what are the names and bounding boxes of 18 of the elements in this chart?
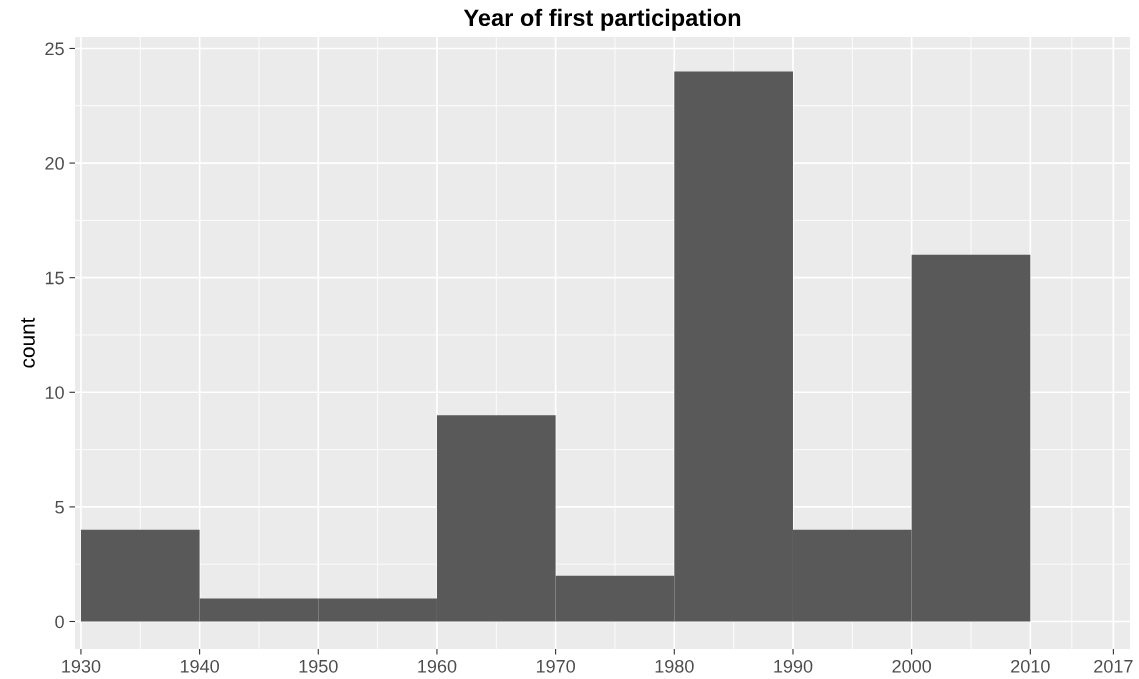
- x-tick-label: 1930: [62, 659, 101, 673]
- x-tick-label: 1940: [180, 659, 219, 673]
- x-tick-label: 1980: [655, 659, 694, 673]
- x-tick-label: 2017: [1094, 659, 1133, 673]
- y-tick-label: 0: [55, 615, 64, 629]
- chart-title: Year of first participation: [463, 8, 741, 31]
- x-tick-label: 1990: [774, 659, 813, 673]
- x-tick-label: 2000: [892, 659, 932, 673]
- x-tick-label: 1960: [418, 659, 457, 673]
- y-tick-label: 25: [45, 42, 64, 56]
- y-tick-label: 10: [45, 386, 64, 399]
- x-tick-label: 1970: [536, 659, 575, 673]
- x-tick-label: 1950: [299, 659, 338, 673]
- y-axis-title: count: [21, 317, 35, 368]
- y-tick-label: 15: [45, 271, 64, 285]
- y-tick-label: 5: [55, 501, 64, 514]
- y-tick-label: 20: [45, 157, 64, 170]
- x-tick-label: 2010: [1011, 659, 1050, 673]
